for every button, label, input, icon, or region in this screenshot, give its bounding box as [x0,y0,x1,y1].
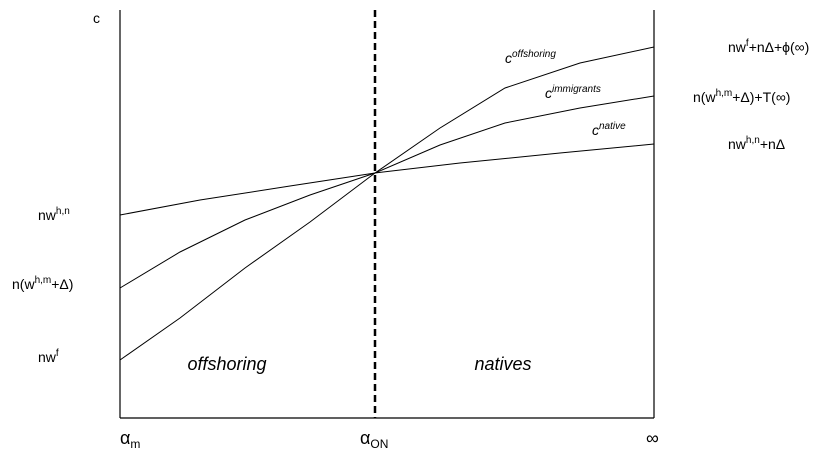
label-after: +nΔ [760,136,785,152]
axis-label: c [93,10,100,26]
left-label: n(wh,m+Δ) [12,275,73,292]
right-label: nwf+nΔ+ϕ(∞) [728,38,809,55]
label-base: c [592,122,599,138]
immigrants-curve [119,95,655,289]
label-base: nw [38,349,57,365]
label-base: nw [728,39,747,55]
x-label: αm [120,428,140,451]
left-label: nwf [38,348,59,365]
label-base: α [360,428,370,448]
right-label: n(wh,m+Δ)+T(∞) [693,88,790,105]
x-label: αON [360,428,388,451]
x-label: ∞ [646,428,659,448]
label-base: n(w [12,276,35,292]
label-sup: offshoring [512,49,556,60]
label-after: +nΔ+ϕ(∞) [749,39,810,55]
curve-label: cnative [592,121,626,138]
native-curve [119,143,655,216]
label-sup: h,m [35,275,52,286]
label-after: +Δ)+T(∞) [732,89,790,105]
label-sup: h,n [56,206,70,217]
label-sup: f [746,38,749,49]
label-after: +Δ) [51,276,73,292]
label-base: c [545,85,552,101]
label-base: n(w [693,89,716,105]
label-base: c [505,50,512,66]
region-label: natives [474,354,531,374]
curve-label: coffshoring [505,49,556,66]
label-sup: h,n [746,135,760,146]
region-label: offshoring [187,354,266,374]
right-label: nwh,n+nΔ [728,135,785,152]
label-base: nw [38,207,57,223]
label-sup: native [599,121,626,132]
label-base: α [120,428,130,448]
curve-label: cimmigrants [545,84,601,101]
label-sub: m [130,437,140,451]
label-sup: h,m [716,88,733,99]
left-label: nwh,n [38,206,70,223]
label-base: ∞ [646,428,659,448]
label-sub: ON [370,437,388,451]
label-sup: f [56,348,59,359]
label-sup: immigrants [552,84,601,95]
label-base: nw [728,136,747,152]
